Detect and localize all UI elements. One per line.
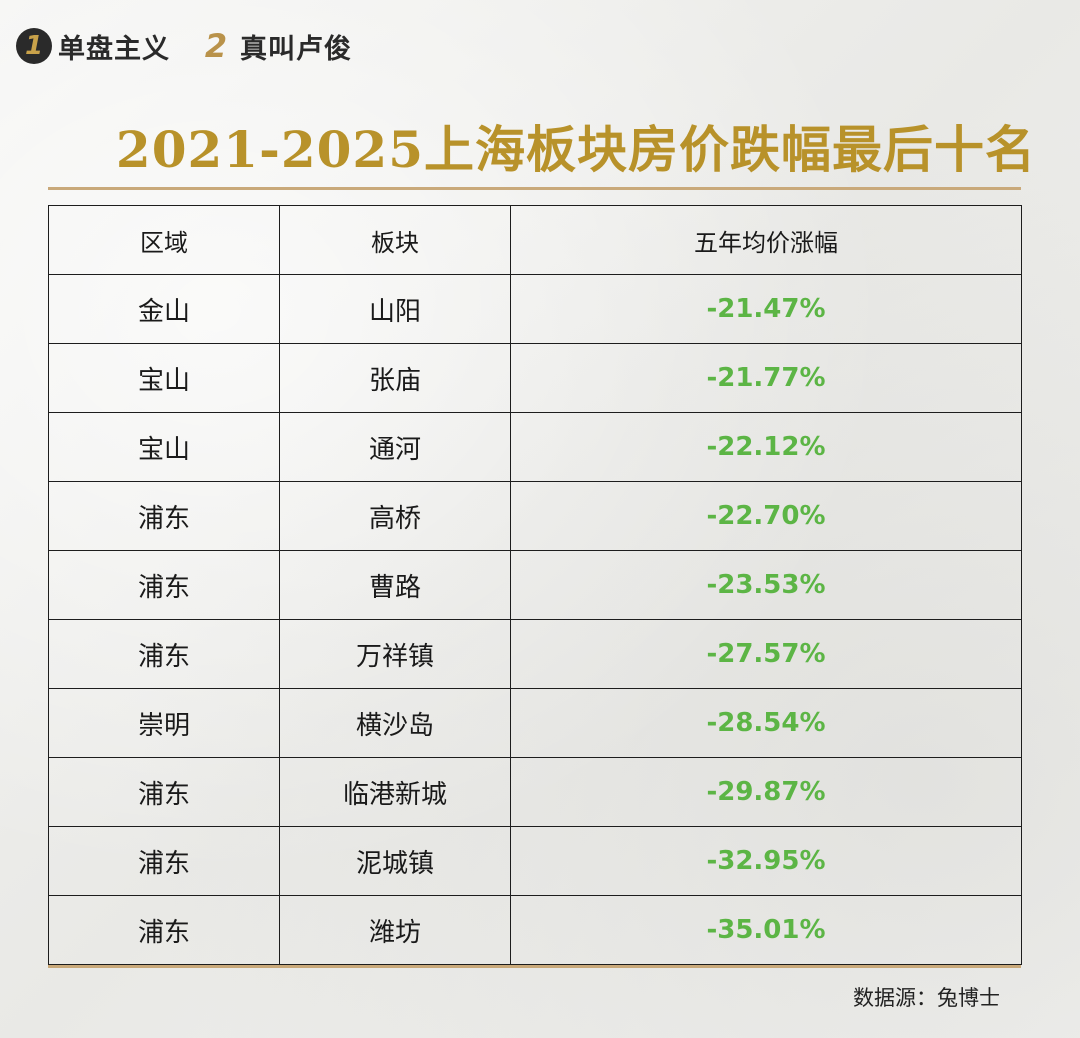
- number-one-icon: 1: [16, 28, 52, 64]
- cell-district: 浦东: [48, 895, 280, 965]
- header-block: 板块: [279, 205, 511, 275]
- cell-block: 泥城镇: [279, 826, 511, 896]
- cell-district: 宝山: [48, 343, 280, 413]
- bottom-divider: [48, 965, 1021, 968]
- table-row: 宝山 张庙 -21.77%: [48, 343, 1022, 413]
- cell-district: 浦东: [48, 826, 280, 896]
- cell-change: -35.01%: [510, 895, 1022, 965]
- cell-district: 浦东: [48, 550, 280, 620]
- cell-block: 曹路: [279, 550, 511, 620]
- cell-block: 横沙岛: [279, 688, 511, 758]
- cell-block: 通河: [279, 412, 511, 482]
- cell-block: 高桥: [279, 481, 511, 551]
- page-title: 2021-2025上海板块房价跌幅最后十名: [115, 120, 1036, 179]
- cell-block: 临港新城: [279, 757, 511, 827]
- brand-label-1: 单盘主义: [58, 33, 170, 65]
- cell-change: -27.57%: [510, 619, 1022, 689]
- cell-change: -32.95%: [510, 826, 1022, 896]
- cell-change: -22.12%: [510, 412, 1022, 482]
- cell-change: -21.77%: [510, 343, 1022, 413]
- cell-change: -29.87%: [510, 757, 1022, 827]
- cell-district: 崇明: [48, 688, 280, 758]
- top-divider: [48, 187, 1021, 190]
- table-row: 宝山 通河 -22.12%: [48, 412, 1022, 482]
- cell-block: 万祥镇: [279, 619, 511, 689]
- cell-change: -23.53%: [510, 550, 1022, 620]
- table-row: 浦东 泥城镇 -32.95%: [48, 826, 1022, 896]
- header-district: 区域: [48, 205, 280, 275]
- table-header-row: 区域 板块 五年均价涨幅: [48, 205, 1022, 275]
- cell-district: 宝山: [48, 412, 280, 482]
- brand-item-2: 2 真叫卢俊: [198, 27, 352, 66]
- cell-district: 金山: [48, 274, 280, 344]
- cell-change: -28.54%: [510, 688, 1022, 758]
- table-row: 浦东 临港新城 -29.87%: [48, 757, 1022, 827]
- header-change: 五年均价涨幅: [510, 205, 1022, 275]
- ranking-table: 区域 板块 五年均价涨幅 金山 山阳 -21.47% 宝山 张庙 -21.77% 宝山 通河 -…: [48, 205, 1022, 965]
- cell-change: -21.47%: [510, 274, 1022, 344]
- table-row: 浦东 万祥镇 -27.57%: [48, 619, 1022, 689]
- table-row: 金山 山阳 -21.47%: [48, 274, 1022, 344]
- cell-change: -22.70%: [510, 481, 1022, 551]
- brand-header: 1 单盘主义 2 真叫卢俊: [16, 26, 380, 66]
- data-source: 数据源：兔博士: [853, 986, 1000, 1010]
- table-row: 浦东 潍坊 -35.01%: [48, 895, 1022, 965]
- cell-district: 浦东: [48, 481, 280, 551]
- table-row: 浦东 高桥 -22.70%: [48, 481, 1022, 551]
- brand-item-1: 1 单盘主义: [16, 27, 170, 66]
- cell-block: 张庙: [279, 343, 511, 413]
- number-two-icon: 2: [204, 27, 228, 65]
- table-body: 金山 山阳 -21.47% 宝山 张庙 -21.77% 宝山 通河 -22.12% 浦东 高桥 -22…: [48, 274, 1022, 965]
- brand-label-2: 真叫卢俊: [240, 33, 352, 65]
- table-row: 浦东 曹路 -23.53%: [48, 550, 1022, 620]
- cell-district: 浦东: [48, 619, 280, 689]
- cell-district: 浦东: [48, 757, 280, 827]
- cell-block: 山阳: [279, 274, 511, 344]
- cell-block: 潍坊: [279, 895, 511, 965]
- table-row: 崇明 横沙岛 -28.54%: [48, 688, 1022, 758]
